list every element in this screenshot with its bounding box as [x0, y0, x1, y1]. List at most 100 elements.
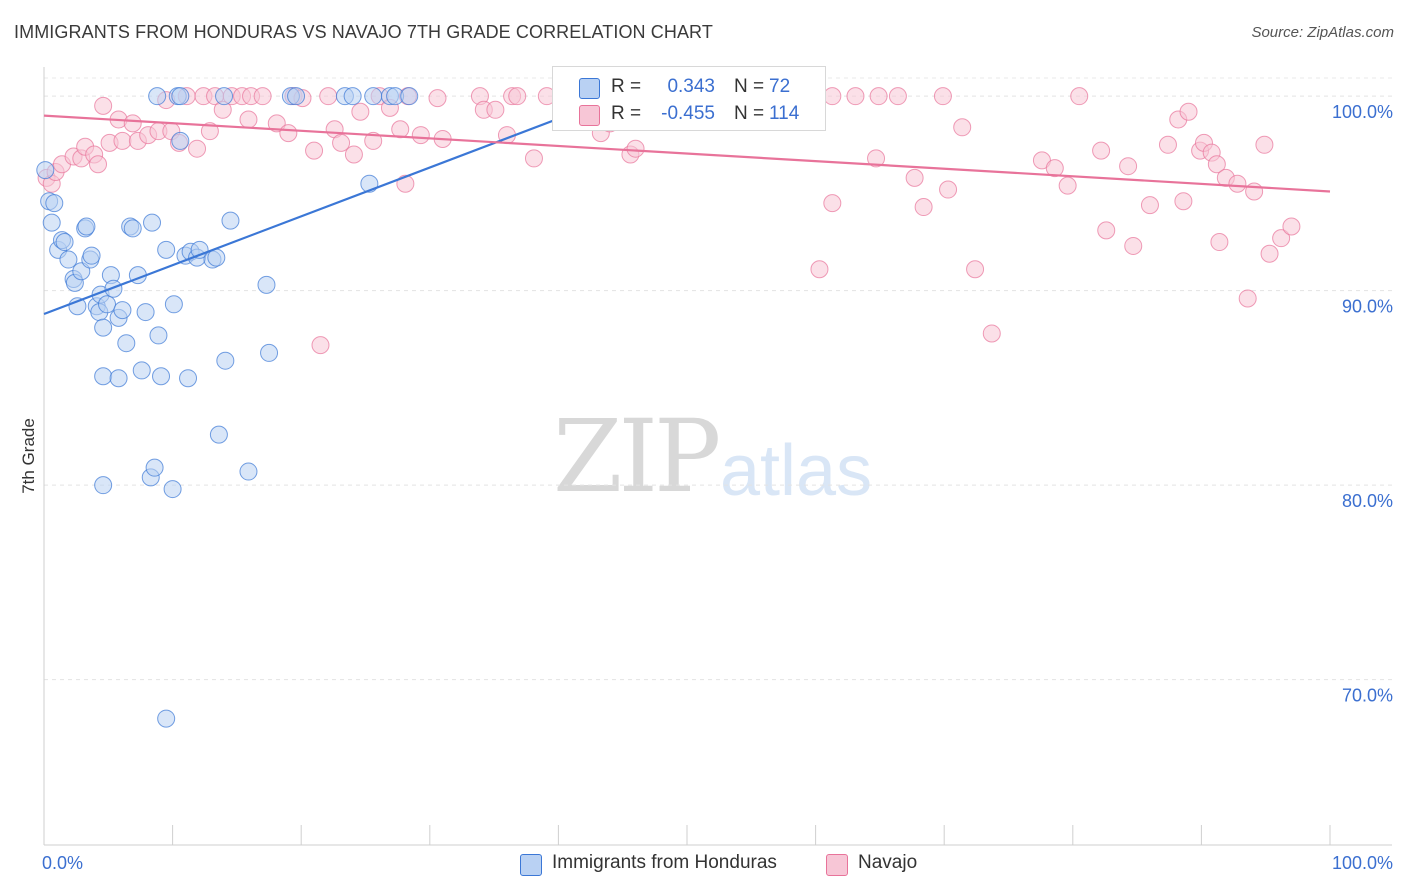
- navajo-point: [113, 131, 132, 150]
- honduras-point: [123, 219, 142, 238]
- honduras-point: [257, 275, 276, 294]
- navajo-point: [508, 87, 527, 106]
- honduras-point: [171, 131, 190, 150]
- navajo-point: [1255, 135, 1274, 154]
- navajo-point: [524, 149, 543, 168]
- navajo-point: [1272, 229, 1291, 248]
- honduras-point: [179, 369, 198, 388]
- navajo-point: [1092, 141, 1111, 160]
- navajo-point: [319, 87, 338, 106]
- navajo-point: [279, 124, 298, 143]
- honduras-point: [164, 295, 183, 314]
- honduras-trend-line: [43, 93, 624, 316]
- navajo-point: [1124, 236, 1143, 255]
- honduras-point: [143, 213, 162, 232]
- navajo-point: [966, 260, 985, 279]
- navajo-point: [411, 126, 430, 145]
- legend-r-value: 0.343: [667, 76, 715, 97]
- navajo-point: [344, 145, 363, 164]
- honduras-point: [163, 480, 182, 499]
- honduras-point: [152, 367, 171, 386]
- navajo-point: [428, 89, 447, 108]
- navajo-point: [914, 198, 933, 217]
- honduras-point: [55, 233, 74, 252]
- navajo-point: [1179, 102, 1198, 121]
- legend-n-value: 114: [769, 103, 800, 124]
- legend-row-navajo: R = -0.455 N = 114: [553, 100, 825, 128]
- navajo-point: [1282, 217, 1301, 236]
- honduras-point: [215, 87, 234, 106]
- honduras-point: [109, 369, 128, 388]
- legend-n-label: N =: [734, 76, 765, 97]
- legend-n-label: N =: [734, 103, 765, 124]
- navajo-point: [982, 324, 1001, 343]
- navajo-point: [867, 149, 886, 168]
- navajo-point: [888, 87, 907, 106]
- navajo-point: [1174, 192, 1193, 211]
- navajo-point: [1045, 159, 1064, 178]
- navajo-point: [905, 168, 924, 187]
- honduras-point: [221, 211, 240, 230]
- honduras-point: [216, 351, 235, 370]
- navajo-point: [1158, 135, 1177, 154]
- honduras-point: [82, 246, 101, 265]
- navajo-point: [253, 87, 272, 106]
- honduras-point: [132, 361, 151, 380]
- navajo-point: [846, 87, 865, 106]
- y-tick-label: 100.0%: [1332, 102, 1393, 122]
- honduras-point: [287, 87, 306, 106]
- bottom-legend-label: Immigrants from Honduras: [552, 852, 777, 873]
- honduras-point: [260, 343, 279, 362]
- navajo-point: [1207, 155, 1226, 174]
- legend-n-value: 72: [769, 76, 791, 97]
- navajo-point: [188, 139, 207, 158]
- navajo-point: [486, 100, 505, 119]
- navajo-point: [123, 114, 142, 133]
- y-axis-label: 7th Grade: [19, 418, 38, 494]
- honduras-point: [77, 217, 96, 236]
- navajo-point: [933, 87, 952, 106]
- navajo-point: [200, 122, 219, 141]
- legend-r-label: R =: [611, 76, 642, 97]
- honduras-point: [145, 458, 164, 477]
- honduras-point: [136, 303, 155, 322]
- honduras-point: [98, 295, 117, 314]
- navajo-point: [953, 118, 972, 137]
- y-tick-label: 80.0%: [1342, 491, 1393, 511]
- navajo-point: [1238, 289, 1257, 308]
- watermark-zip: ZIP: [553, 398, 721, 515]
- honduras-point: [343, 87, 362, 106]
- honduras-point: [149, 326, 168, 345]
- navajo-point: [823, 87, 842, 106]
- navajo-point: [1260, 244, 1279, 263]
- legend-swatch-blue: [579, 78, 600, 99]
- honduras-point: [42, 213, 61, 232]
- chart-title: IMMIGRANTS FROM HONDURAS VS NAVAJO 7TH G…: [14, 22, 713, 42]
- honduras-point: [117, 334, 136, 353]
- navajo-point: [1097, 221, 1116, 240]
- x-tick-label: 100.0%: [1332, 853, 1393, 873]
- honduras-point: [239, 462, 258, 481]
- honduras-point: [364, 87, 383, 106]
- navajo-point: [869, 87, 888, 106]
- honduras-point: [171, 87, 190, 106]
- navajo-point: [351, 102, 370, 121]
- legend-swatch-pink: [579, 105, 600, 126]
- honduras-point: [45, 194, 64, 213]
- honduras-point: [94, 367, 113, 386]
- navajo-trend-line: [43, 114, 1331, 193]
- navajo-point: [94, 96, 113, 115]
- bottom-legend-swatch-pink: [826, 854, 848, 876]
- honduras-point: [209, 425, 228, 444]
- navajo-point: [267, 114, 286, 133]
- navajo-point: [89, 155, 108, 174]
- legend-row-honduras: R = 0.343 N = 72: [553, 73, 825, 101]
- honduras-point: [113, 301, 132, 320]
- legend-r-label: R =: [611, 103, 642, 124]
- navajo-point: [1070, 87, 1089, 106]
- navajo-point: [311, 336, 330, 355]
- navajo-point: [939, 180, 958, 199]
- bottom-legend-label: Navajo: [858, 852, 918, 873]
- navajo-point: [823, 194, 842, 213]
